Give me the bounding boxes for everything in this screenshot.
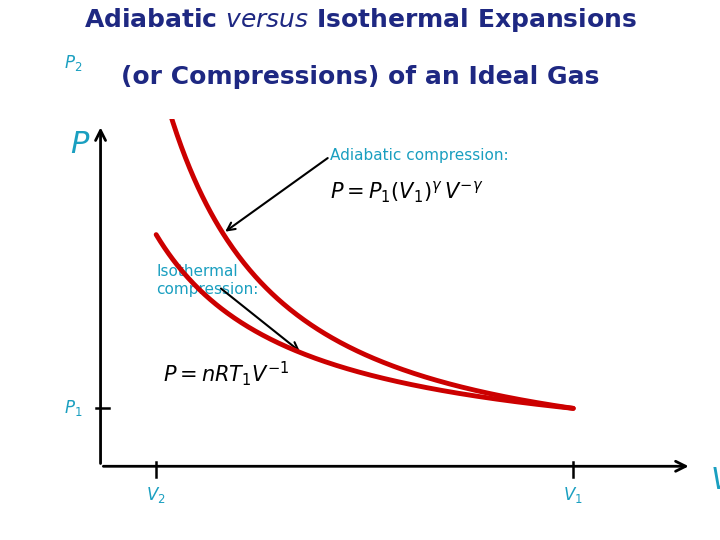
Text: Isothermal
compression:: Isothermal compression: (156, 264, 258, 297)
Text: $\it{P}_1$: $\it{P}_1$ (64, 399, 83, 418)
Text: $\it{P}_2$: $\it{P}_2$ (64, 53, 83, 73)
Text: $P$: $P$ (70, 130, 90, 159)
Text: $V$: $V$ (709, 466, 720, 495)
Text: $P = nRT_1V^{-1}$: $P = nRT_1V^{-1}$ (163, 359, 289, 388)
Text: Adiabatic compression:: Adiabatic compression: (330, 148, 508, 163)
Text: (or Compressions) of an Ideal Gas: (or Compressions) of an Ideal Gas (121, 65, 599, 89)
Text: $\it{V}_1$: $\it{V}_1$ (563, 485, 583, 505)
Text: Adiabatic $\it{versus}$ Isothermal Expansions: Adiabatic $\it{versus}$ Isothermal Expan… (84, 6, 636, 34)
Text: $P = P_1(V_1)^\gamma\, V^{-\gamma}$: $P = P_1(V_1)^\gamma\, V^{-\gamma}$ (330, 180, 483, 205)
Text: $\it{V}_2$: $\it{V}_2$ (146, 485, 166, 505)
